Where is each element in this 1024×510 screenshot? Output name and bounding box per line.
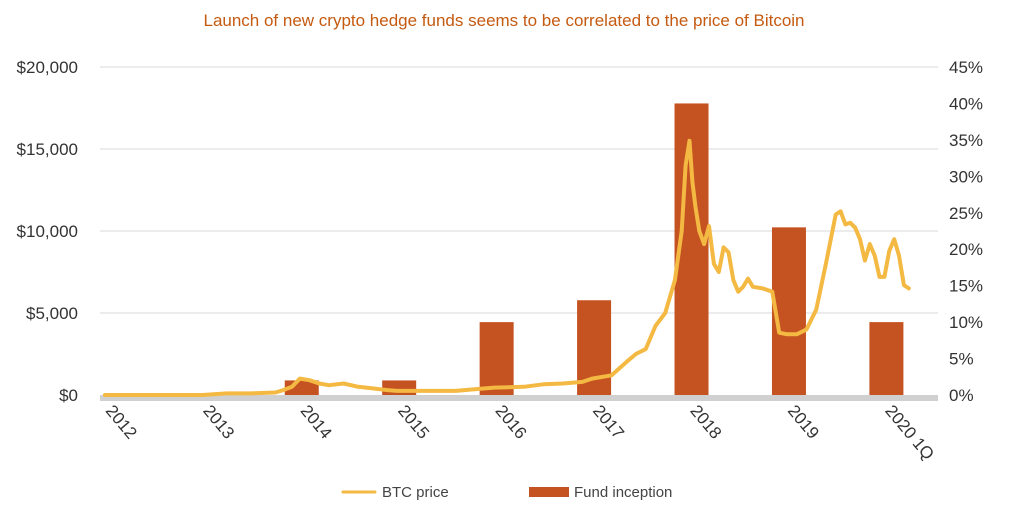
x-tick-label-0: 2012 — [102, 401, 141, 442]
line-layer — [102, 138, 911, 397]
right-tick-label-4: 20% — [949, 240, 983, 259]
right-tick-label-9: 45% — [949, 58, 983, 77]
chart-title: Launch of new crypto hedge funds seems t… — [203, 11, 804, 30]
x-tick-label-4: 2016 — [492, 401, 531, 442]
x-tick-label-8: 2020 1Q — [881, 401, 937, 463]
left-tick-label-4: $20,000 — [17, 58, 78, 77]
right-tick-label-3: 15% — [949, 277, 983, 296]
legend-fund-inception-label: Fund inception — [574, 484, 672, 501]
x-tick-label-2: 2014 — [297, 401, 336, 442]
x-tick-label-1: 2013 — [199, 401, 238, 442]
left-tick-label-0: $0 — [59, 386, 78, 405]
bars-layer — [284, 103, 904, 395]
right-tick-label-6: 30% — [949, 167, 983, 186]
x-axis-baseline — [100, 395, 938, 401]
baseline-layer — [100, 395, 938, 401]
left-axis-ticks: $0 $5,000 $10,000 $15,000 $20,000 — [17, 58, 78, 405]
left-tick-label-1: $5,000 — [26, 304, 78, 323]
x-tick-label-3: 2015 — [394, 401, 433, 442]
bar-fund-inception-5 — [771, 227, 806, 395]
right-tick-label-8: 40% — [949, 94, 983, 113]
legend: BTC price Fund inception — [341, 484, 672, 501]
right-tick-label-7: 35% — [949, 131, 983, 150]
bar-fund-inception-2 — [479, 322, 514, 395]
legend-fund-inception-swatch — [529, 487, 569, 497]
bar-fund-inception-6 — [869, 322, 904, 395]
left-tick-label-2: $10,000 — [17, 222, 78, 241]
right-tick-label-1: 5% — [949, 350, 974, 369]
right-tick-label-2: 10% — [949, 313, 983, 332]
right-tick-label-0: 0% — [949, 386, 974, 405]
line-btc-price — [102, 138, 911, 397]
right-tick-label-5: 25% — [949, 204, 983, 223]
x-tick-label-6: 2018 — [686, 401, 725, 442]
right-axis-ticks: 0% 5% 10% 15% 20% 25% 30% 35% 40% 45% — [949, 58, 983, 405]
x-tick-label-7: 2019 — [784, 401, 823, 442]
legend-btc-price-label: BTC price — [382, 484, 449, 501]
left-tick-label-3: $15,000 — [17, 140, 78, 159]
x-tick-label-5: 2017 — [589, 401, 628, 442]
x-axis-ticks: 2012 2013 2014 2015 2016 2017 2018 2019 2020 1Q — [102, 401, 938, 463]
grid-layer — [100, 66, 938, 314]
